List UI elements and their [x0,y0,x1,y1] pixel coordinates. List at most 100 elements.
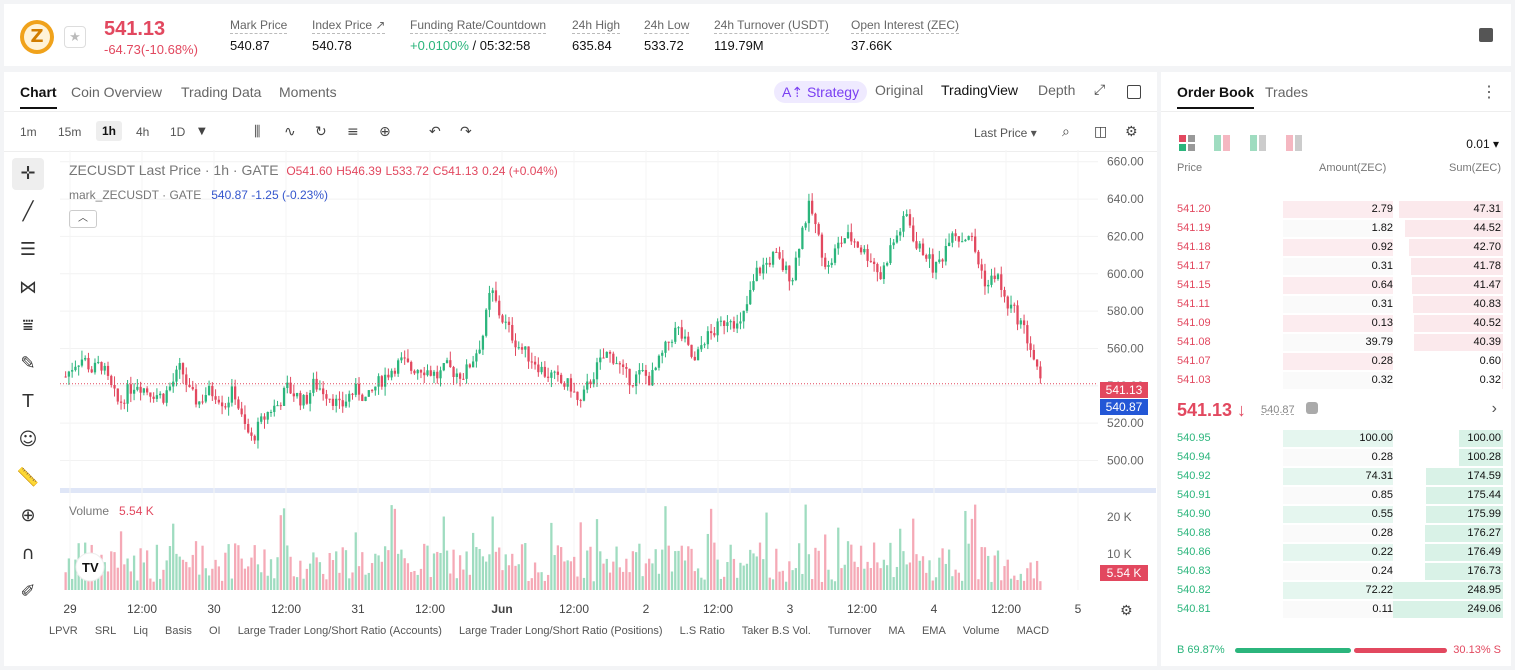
ask-row[interactable]: 541.11 0.31 40.83 [1173,295,1503,314]
timeframe-dropdown-icon[interactable]: ▼ [198,126,206,137]
timeframe-1h[interactable]: 1h [96,121,123,141]
price-cell[interactable]: 540.90 [1177,508,1211,520]
ask-row[interactable]: 541.18 0.92 42.70 [1173,238,1503,257]
fullscreen-icon[interactable] [1127,85,1141,99]
bid-row[interactable]: 540.90 0.55 175.99 [1173,505,1503,524]
book-view-asks-icon[interactable] [1286,135,1302,151]
bid-row[interactable]: 540.83 0.24 176.73 [1173,562,1503,581]
bid-row[interactable]: 540.81 0.11 249.06 [1173,600,1503,619]
trendline-icon[interactable]: ╱ [22,201,34,222]
favorite-star-icon[interactable]: ★ [64,26,86,48]
price-cell[interactable]: 540.83 [1177,565,1211,577]
timeframe-1m[interactable]: 1m [20,125,37,139]
indicator-basis[interactable]: Basis [165,625,192,637]
price-cell[interactable]: 541.19 [1177,222,1211,234]
price-cell[interactable]: 540.81 [1177,603,1211,615]
chevron-right-icon[interactable]: › [1491,400,1497,417]
expand-icon[interactable]: ⤢ [1094,82,1106,98]
price-cell[interactable]: 540.94 [1177,451,1211,463]
price-cell[interactable]: 540.86 [1177,546,1211,558]
ask-row[interactable]: 541.20 2.79 47.31 [1173,200,1503,219]
indicator-ema[interactable]: EMA [921,625,946,637]
pattern-icon[interactable]: ⋈ [19,277,37,298]
ask-row[interactable]: 541.09 0.13 40.52 [1173,314,1503,333]
pencil-lock-icon[interactable]: ✐ [20,581,36,602]
indicator-ls-ratio[interactable]: L.S Ratio [679,625,725,637]
indicator-oi[interactable]: OI [209,625,221,637]
bid-row[interactable]: 540.88 0.28 176.27 [1173,524,1503,543]
view-tradingview[interactable]: TradingView [941,82,1019,98]
price-cell[interactable]: 541.20 [1177,203,1211,215]
indicator-volume[interactable]: Volume [962,625,1000,637]
tab-chart[interactable]: Chart [20,84,57,109]
ask-row[interactable]: 541.03 0.32 0.32 [1173,371,1503,390]
price-cell[interactable]: 541.15 [1177,279,1211,291]
ask-row[interactable]: 541.17 0.31 41.78 [1173,257,1503,276]
price-cell[interactable]: 541.17 [1177,260,1211,272]
indicator-srl[interactable]: SRL [94,625,117,637]
horizontal-lines-icon[interactable]: ☰ [19,239,37,260]
bid-row[interactable]: 540.91 0.85 175.44 [1173,486,1503,505]
redo-icon[interactable]: ↷ [460,124,472,140]
undo-icon[interactable]: ↶ [429,124,441,140]
strategy-button[interactable]: A⇡ Strategy [774,81,868,103]
bid-row[interactable]: 540.86 0.22 176.49 [1173,543,1503,562]
price-cell[interactable]: 541.03 [1177,374,1211,386]
ruler-icon[interactable]: 📏 [16,467,40,488]
template-icon[interactable]: ≡ [347,124,359,140]
candle-type-icon[interactable]: ⫼ [254,124,261,140]
indicator-lt-accounts[interactable]: Large Trader Long/Short Ratio (Accounts) [237,625,442,637]
indicator-ma[interactable]: MA [888,625,905,637]
tab-trading-data[interactable]: Trading Data [181,84,262,100]
bid-row[interactable]: 540.92 74.31 174.59 [1173,467,1503,486]
ask-row[interactable]: 541.15 0.64 41.47 [1173,276,1503,295]
indicators-icon[interactable]: ∿ [284,124,296,140]
price-cell[interactable]: 540.91 [1177,489,1211,501]
price-cell[interactable]: 541.07 [1177,355,1211,367]
price-cell[interactable]: 540.95 [1177,432,1211,444]
ask-row[interactable]: 541.08 39.79 40.39 [1173,333,1503,352]
magnet-icon[interactable]: ∩ [21,543,35,564]
timeframe-15m[interactable]: 15m [58,125,82,139]
price-source-select[interactable]: Last Price ▾ [974,126,1037,140]
indicator-macd[interactable]: MACD [1016,625,1050,637]
indicator-taker-vol[interactable]: Taker B.S Vol. [741,625,811,637]
indicator-lt-positions[interactable]: Large Trader Long/Short Ratio (Positions… [458,625,663,637]
view-depth[interactable]: Depth [1038,82,1076,98]
precision-select[interactable]: 0.01 ▾ [1466,137,1499,151]
view-original[interactable]: Original [875,82,924,98]
ask-row[interactable]: 541.19 1.82 44.52 [1173,219,1503,238]
price-chart[interactable]: 660.00640.00620.00600.00580.00560.00540.… [4,72,1157,666]
crosshair-icon[interactable]: ✛ [12,158,44,190]
price-cell[interactable]: 541.08 [1177,336,1211,348]
refresh-icon[interactable]: ↻ [315,124,327,140]
add-icon[interactable]: ⊕ [379,124,391,140]
settings-icon[interactable]: ⚙ [1125,124,1138,140]
bid-row[interactable]: 540.94 0.28 100.28 [1173,448,1503,467]
more-icon[interactable]: ⋮ [1481,84,1497,101]
text-icon[interactable]: T [22,391,34,412]
indicator-lpvr[interactable]: LPVR [49,625,78,637]
indicator-liq[interactable]: Liq [133,625,148,637]
tab-order-book[interactable]: Order Book [1177,84,1255,109]
price-cell[interactable]: 541.11 [1177,298,1210,310]
brush-icon[interactable]: ✎ [20,353,36,374]
emoji-icon[interactable]: ☺ [18,429,38,450]
book-view-both-icon[interactable] [1179,135,1195,151]
stat-index-price[interactable]: Index Price ↗ 540.78 [312,18,386,53]
search-icon[interactable]: ⌕ [1062,124,1070,140]
tab-moments[interactable]: Moments [279,84,337,100]
indicator-turnover[interactable]: Turnover [827,625,872,637]
price-cell[interactable]: 541.18 [1177,241,1211,253]
bid-row[interactable]: 540.82 72.22 248.95 [1173,581,1503,600]
timeframe-1d[interactable]: 1D [170,125,186,139]
book-view-split-icon[interactable] [1214,135,1230,151]
book-icon[interactable] [1479,28,1493,42]
zoom-icon[interactable]: ⊕ [20,505,36,526]
tab-trades[interactable]: Trades [1265,84,1309,100]
price-cell[interactable]: 541.09 [1177,317,1211,329]
price-cell[interactable]: 540.92 [1177,470,1211,482]
tab-coin-overview[interactable]: Coin Overview [71,84,163,100]
price-cell[interactable]: 540.88 [1177,527,1211,539]
fib-icon[interactable]: ⩸ [22,315,34,336]
